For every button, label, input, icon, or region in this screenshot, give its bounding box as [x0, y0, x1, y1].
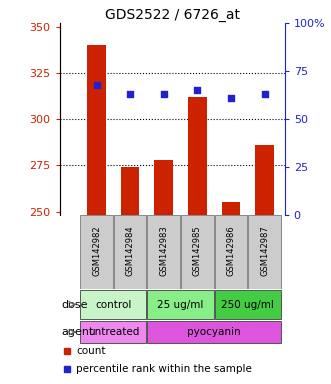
Text: GSM142982: GSM142982	[92, 225, 101, 276]
Point	[228, 95, 234, 101]
Title: GDS2522 / 6726_at: GDS2522 / 6726_at	[105, 8, 240, 22]
Text: control: control	[95, 300, 131, 310]
Text: 25 ug/ml: 25 ug/ml	[157, 300, 204, 310]
Bar	[248, 215, 281, 289]
Text: dose: dose	[61, 300, 88, 310]
Text: percentile rank within the sample: percentile rank within the sample	[76, 364, 252, 374]
Bar	[147, 321, 281, 343]
Bar	[214, 290, 281, 319]
Bar	[147, 290, 213, 319]
Text: 250 ug/ml: 250 ug/ml	[221, 300, 274, 310]
Bar	[87, 45, 106, 215]
Bar	[114, 215, 146, 289]
Text: GSM142985: GSM142985	[193, 225, 202, 276]
Point	[161, 91, 166, 97]
Point	[127, 91, 133, 97]
Bar	[255, 145, 274, 215]
Text: GSM142983: GSM142983	[159, 225, 168, 276]
Bar	[222, 202, 240, 215]
Text: agent: agent	[61, 327, 94, 337]
Bar	[188, 97, 207, 215]
Bar	[80, 215, 113, 289]
Bar	[80, 290, 146, 319]
Text: count: count	[76, 346, 106, 356]
Bar	[80, 321, 146, 343]
Text: GSM142987: GSM142987	[260, 225, 269, 276]
Point	[94, 81, 99, 88]
Text: GSM142986: GSM142986	[226, 225, 235, 276]
Bar	[155, 160, 173, 215]
Text: GSM142984: GSM142984	[126, 225, 135, 276]
Text: pyocyanin: pyocyanin	[187, 327, 241, 337]
Bar	[181, 215, 213, 289]
Bar	[214, 215, 247, 289]
Bar	[121, 167, 139, 215]
Point	[195, 87, 200, 93]
Point	[262, 91, 267, 97]
Bar	[147, 215, 180, 289]
Text: untreated: untreated	[88, 327, 139, 337]
